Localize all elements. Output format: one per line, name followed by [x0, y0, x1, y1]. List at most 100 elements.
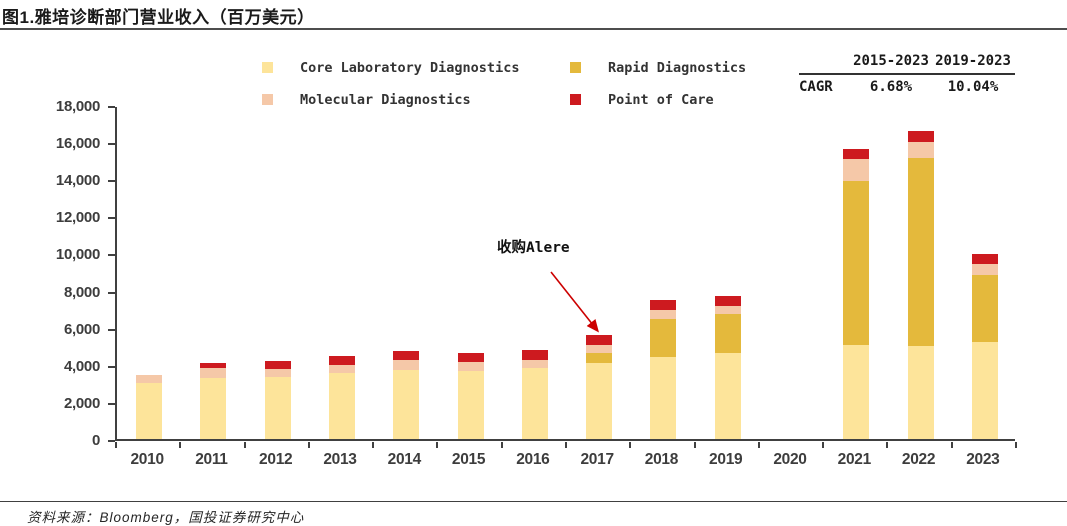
legend-swatch-rapid-diagnostics [570, 62, 581, 73]
bar-segment-2017 [586, 353, 613, 363]
x-axis-tick [1015, 442, 1017, 448]
source-divider [0, 501, 1067, 502]
legend-label: Core Laboratory Diagnostics [300, 59, 520, 76]
x-axis-label-2021: 2021 [837, 451, 872, 468]
y-axis-label-0: 0 [91, 432, 100, 449]
y-axis-tick [108, 254, 115, 257]
legend-item-point-of-care: Point of Care [570, 91, 714, 108]
cagr-header-spacer [799, 53, 851, 69]
x-axis-tick [693, 442, 696, 448]
x-axis-label-2013: 2013 [323, 451, 357, 468]
bar-segment-2017 [586, 334, 613, 346]
bar-segment-2011 [200, 362, 227, 369]
alere-arrow-icon [550, 271, 599, 333]
x-axis-label-2017: 2017 [580, 451, 614, 468]
plot-area [115, 107, 1015, 441]
x-axis-label-2011: 2011 [195, 451, 228, 468]
y-axis-tick [108, 180, 115, 183]
cagr-col-header-2015-2023: 2015-2023 [853, 53, 929, 69]
x-axis-label-2023: 2023 [966, 451, 1000, 468]
cagr-col-header-2019-2023: 2019-2023 [935, 53, 1011, 69]
bar-2021 [843, 148, 870, 439]
bar-segment-2018 [650, 310, 677, 319]
bar-segment-2022 [907, 131, 934, 142]
x-axis-label-2015: 2015 [451, 451, 486, 468]
bar-2011 [200, 362, 227, 439]
bar-segment-2010 [136, 375, 163, 384]
bar-segment-2011 [200, 377, 227, 439]
x-axis-label-2014: 2014 [387, 451, 422, 468]
bar-2015 [457, 352, 484, 439]
y-axis-tick [108, 365, 115, 368]
bar-segment-2012 [264, 369, 291, 377]
x-axis-tick [822, 442, 825, 448]
y-axis-tick [108, 291, 115, 294]
bar-segment-2023 [971, 342, 998, 439]
bar-segment-2014 [393, 369, 420, 439]
y-axis-tick [108, 328, 115, 331]
bar-segment-2015 [457, 352, 484, 363]
bar-2017 [586, 334, 613, 439]
x-axis-label-2018: 2018 [644, 451, 679, 468]
bar-segment-2014 [393, 360, 420, 370]
bar-2014 [393, 351, 420, 439]
y-axis-label-8000: 8,000 [63, 283, 100, 301]
x-axis-label-2010: 2010 [130, 451, 164, 468]
legend-item-core-laboratory: Core Laboratory Diagnostics [262, 59, 520, 76]
y-axis-tick [108, 106, 115, 108]
y-axis-label-14000: 14,000 [55, 172, 100, 190]
bar-segment-2013 [329, 356, 355, 365]
y-axis-label-16000: 16,000 [55, 135, 100, 153]
x-axis-tick [179, 442, 182, 448]
bar-2012 [264, 361, 291, 439]
bar-segment-2019 [714, 314, 741, 353]
bar-segment-2022 [907, 141, 934, 159]
y-axis-label-4000: 4,000 [63, 357, 100, 375]
cagr-value-2019-2023: 10.04% [947, 79, 999, 95]
figure-title: 图1.雅培诊断部门营业收入（百万美元） [2, 8, 315, 27]
x-axis-label-2020: 2020 [773, 451, 807, 468]
title-divider [0, 28, 1067, 30]
bar-segment-2017 [586, 345, 613, 354]
x-axis-tick [757, 442, 760, 448]
x-axis-tick [950, 442, 953, 448]
y-axis-label-18000: 18,000 [55, 98, 100, 115]
cagr-value-2015-2023: 6.68% [869, 79, 913, 95]
bar-2022 [907, 131, 934, 439]
bar-segment-2016 [521, 368, 548, 439]
cagr-table-header-row: 2015-2023 2019-2023 [799, 53, 1015, 75]
x-axis-tick [629, 442, 632, 448]
bar-segment-2016 [521, 349, 548, 360]
bar-segment-2013 [329, 364, 355, 374]
bar-segment-2021 [843, 148, 870, 160]
cagr-table-value-row: CAGR 6.68% 10.04% [799, 75, 1015, 95]
bar-segment-2014 [393, 351, 420, 361]
x-axis-tick [243, 442, 246, 448]
x-axis-tick [500, 442, 503, 448]
y-axis-tick [108, 402, 115, 405]
bar-segment-2022 [907, 346, 934, 439]
y-axis-label-2000: 2,000 [63, 394, 100, 412]
alere-annotation-text: 收购Alere [497, 240, 570, 256]
bar-segment-2023 [971, 275, 998, 343]
bar-segment-2023 [971, 253, 998, 265]
x-axis-tick [886, 442, 889, 448]
bar-segment-2011 [200, 368, 227, 378]
cagr-row-label: CAGR [799, 79, 833, 95]
bar-segment-2021 [843, 180, 870, 345]
x-axis-label-2016: 2016 [516, 451, 550, 468]
legend-swatch-point-of-care [570, 94, 581, 105]
bar-segment-2013 [329, 373, 355, 439]
bar-2018 [650, 299, 677, 439]
x-axis-tick [115, 442, 117, 448]
y-axis-tick [108, 143, 115, 146]
legend-item-molecular-diagnostics: Molecular Diagnostics [262, 92, 471, 108]
y-axis-label-12000: 12,000 [55, 209, 100, 227]
legend-label: Point of Care [608, 91, 714, 108]
x-axis-label-2022: 2022 [901, 451, 936, 468]
bar-segment-2021 [843, 344, 870, 439]
bar-segment-2012 [264, 376, 291, 439]
source-note: 资料来源：Bloomberg，国投证券研究中心 [27, 510, 305, 525]
bar-2010 [136, 375, 163, 439]
legend-label: Rapid Diagnostics [608, 59, 747, 76]
